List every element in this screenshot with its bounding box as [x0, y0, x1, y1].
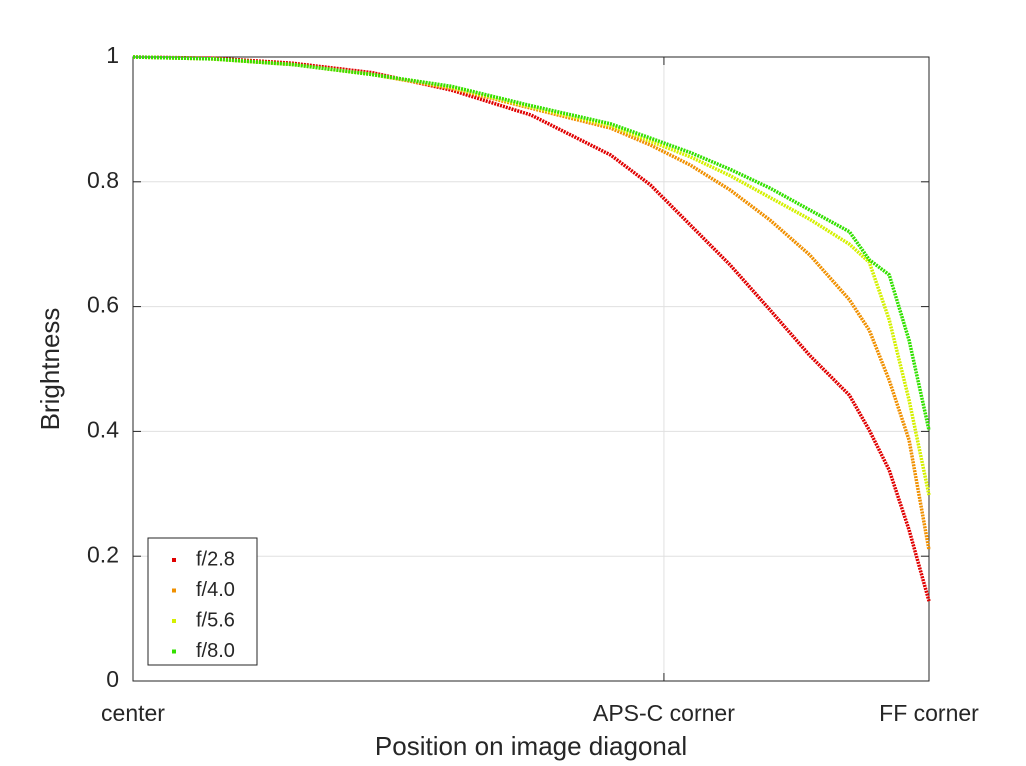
x-tick-label: FF corner: [879, 700, 979, 726]
legend-label: f/2.8: [196, 548, 235, 570]
legend-box: [147, 537, 258, 666]
legend-label: f/8.0: [196, 640, 235, 662]
y-tick-label: 0.2: [87, 541, 119, 567]
y-tick-label: 0.6: [87, 292, 119, 318]
y-tick-label: 1: [106, 42, 119, 68]
x-tick-label: center: [101, 700, 165, 726]
legend-swatch: [172, 558, 176, 562]
legend-swatch: [172, 649, 176, 654]
legend-swatch: [172, 619, 176, 623]
data-line: [132, 55, 931, 496]
y-tick-label: 0: [106, 666, 119, 692]
plot-frame: [132, 56, 930, 682]
x-tick-label: APS-C corner: [593, 700, 735, 726]
y-tick-label: 0.4: [87, 416, 119, 442]
x-axis-label: Position on image diagonal: [375, 731, 687, 761]
legend-label: f/5.6: [196, 609, 235, 631]
legend-label: f/4.0: [196, 579, 235, 601]
data-line: [132, 55, 931, 431]
data-line: [132, 55, 931, 602]
y-tick-label: 0.8: [87, 167, 119, 193]
y-axis-label: Brightness: [35, 308, 65, 431]
legend-swatch: [172, 588, 176, 593]
